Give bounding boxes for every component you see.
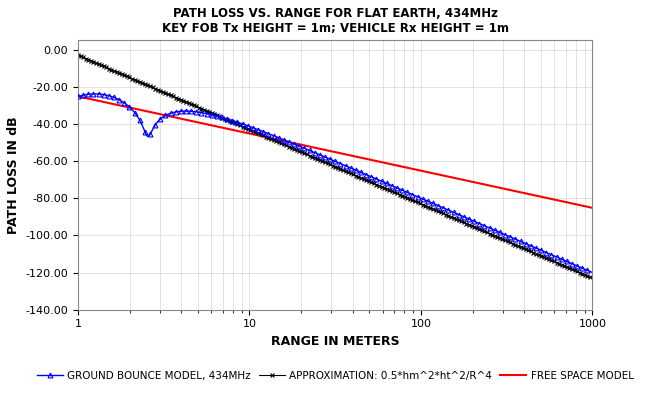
GROUND BOUNCE MODEL, 434MHz: [272, 134, 280, 139]
FREE SPACE MODEL: [294, 142, 302, 146]
APPROXIMATION: 0.5*hm^2*ht^2/R^4: (14.1, -49): 0.5*hm^2*ht^2/R^4: (14.1, -49): [271, 138, 279, 143]
GROUND BOUNCE MODEL, 434MHz: [133, 113, 140, 118]
FREE SPACE MODEL: [588, 206, 596, 210]
GROUND BOUNCE MODEL, 434MHz: [74, 94, 82, 99]
FREE SPACE MODEL: [578, 203, 586, 208]
X-axis label: RANGE IN METERS: RANGE IN METERS: [271, 335, 400, 348]
Line: APPROXIMATION: 0.5*hm^2*ht^2/R^4: APPROXIMATION: 0.5*hm^2*ht^2/R^4: [75, 53, 595, 281]
APPROXIMATION: 0.5*hm^2*ht^2/R^4: (415, -108): 0.5*hm^2*ht^2/R^4: (415, -108): [523, 247, 531, 252]
FREE SPACE MODEL: [523, 191, 531, 196]
APPROXIMATION: 0.5*hm^2*ht^2/R^4: (873, -121): 0.5*hm^2*ht^2/R^4: (873, -121): [578, 271, 586, 276]
GROUND BOUNCE MODEL, 434MHz: [163, 112, 171, 117]
GROUND BOUNCE MODEL, 434MHz: [578, 266, 586, 271]
GROUND BOUNCE MODEL, 434MHz: [523, 242, 531, 247]
FREE SPACE MODEL: [163, 113, 171, 118]
Legend: GROUND BOUNCE MODEL, 434MHz, APPROXIMATION: 0.5*hm^2*ht^2/R^4, FREE SPACE MODEL: GROUND BOUNCE MODEL, 434MHz, APPROXIMATI…: [32, 367, 638, 385]
Line: GROUND BOUNCE MODEL, 434MHz: GROUND BOUNCE MODEL, 434MHz: [75, 91, 595, 275]
FREE SPACE MODEL: [133, 107, 140, 112]
GROUND BOUNCE MODEL, 434MHz: [91, 91, 99, 96]
Line: FREE SPACE MODEL: FREE SPACE MODEL: [78, 96, 592, 208]
Title: PATH LOSS VS. RANGE FOR FLAT EARTH, 434MHz
KEY FOB Tx HEIGHT = 1m; VEHICLE Rx HE: PATH LOSS VS. RANGE FOR FLAT EARTH, 434M…: [162, 7, 509, 35]
APPROXIMATION: 0.5*hm^2*ht^2/R^4: (1e+03, -123): 0.5*hm^2*ht^2/R^4: (1e+03, -123): [588, 276, 596, 280]
APPROXIMATION: 0.5*hm^2*ht^2/R^4: (3.31, -23.8): 0.5*hm^2*ht^2/R^4: (3.31, -23.8): [163, 91, 171, 96]
Y-axis label: PATH LOSS IN dB: PATH LOSS IN dB: [7, 116, 20, 234]
APPROXIMATION: 0.5*hm^2*ht^2/R^4: (2.2, -16.7): 0.5*hm^2*ht^2/R^4: (2.2, -16.7): [133, 78, 140, 83]
FREE SPACE MODEL: [74, 94, 82, 99]
GROUND BOUNCE MODEL, 434MHz: [588, 270, 596, 275]
APPROXIMATION: 0.5*hm^2*ht^2/R^4: (19.1, -54.2): 0.5*hm^2*ht^2/R^4: (19.1, -54.2): [294, 148, 302, 153]
APPROXIMATION: 0.5*hm^2*ht^2/R^4: (1, -3.01): 0.5*hm^2*ht^2/R^4: (1, -3.01): [74, 53, 82, 58]
GROUND BOUNCE MODEL, 434MHz: [294, 143, 302, 148]
FREE SPACE MODEL: [271, 137, 279, 141]
